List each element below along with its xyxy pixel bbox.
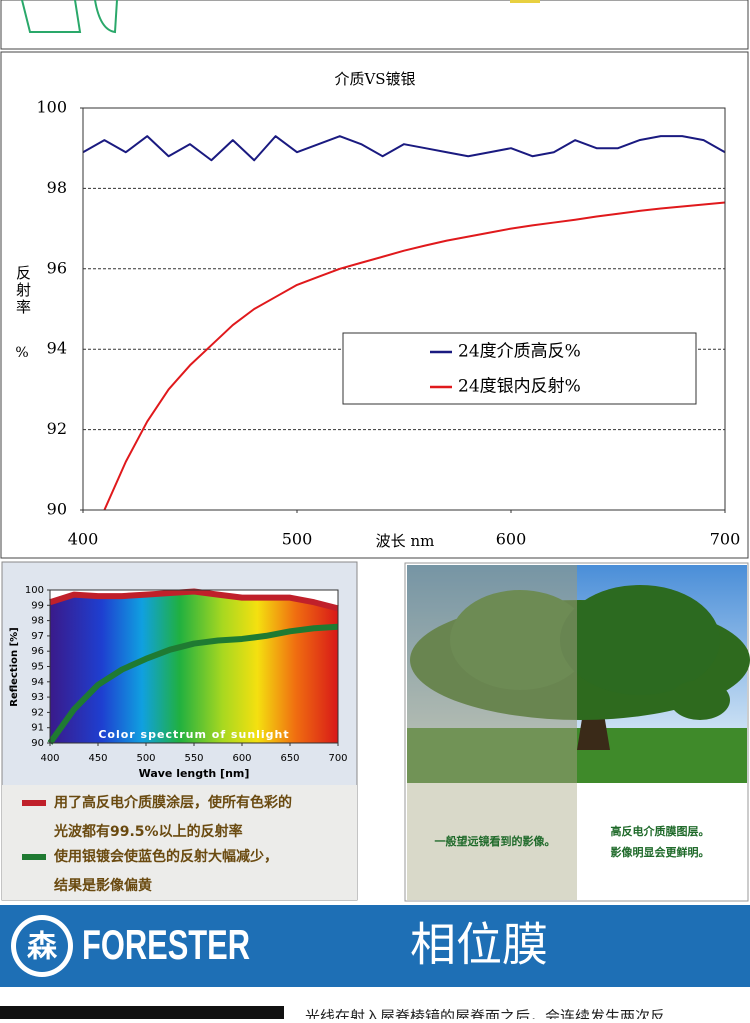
- footer-text: 光线在射入屋脊棱镜的屋脊面之后，会连续发生两次反: [305, 1008, 665, 1020]
- y-tick-label: 97: [31, 631, 44, 642]
- annotation: Color spectrum of sunlight: [98, 728, 289, 741]
- x-tick-label: 400: [40, 753, 59, 764]
- x-axis-label: Wave length [nm]: [139, 767, 250, 780]
- series-line: [103, 201, 726, 511]
- logo: [16, 920, 68, 972]
- plot-border: [82, 107, 726, 511]
- chart-frame: [0, 51, 749, 559]
- x-tick-label: 500: [136, 753, 155, 764]
- y-tick-label: 92: [31, 707, 44, 718]
- note-swatch: [22, 854, 46, 860]
- plot-border: [49, 589, 339, 744]
- x-tick-label: 700: [328, 753, 347, 764]
- y-tick-label: 99: [31, 600, 44, 611]
- banner: [0, 905, 750, 987]
- series-line: [49, 588, 339, 612]
- brand: FORESTER: [82, 921, 250, 968]
- x-tick-label: 400: [68, 530, 99, 549]
- notes-panel: [2, 785, 357, 900]
- y-tick-label: 90: [31, 738, 44, 749]
- logo-text: 森: [27, 930, 58, 965]
- y-tick-label: 95: [31, 662, 44, 673]
- y-tick-label: 96: [47, 258, 67, 277]
- top-decoration: [510, 0, 540, 3]
- chart-title: 介质VS镀银: [334, 70, 415, 88]
- y-tick-label: 100: [36, 98, 67, 117]
- x-tick-label: 500: [282, 530, 313, 549]
- note-text: 用了高反电介质膜涂层，使所有色彩的: [54, 794, 292, 811]
- note-text: 结果是影像偏黄: [54, 877, 152, 894]
- y-tick-label: 96: [31, 646, 44, 657]
- y-axis-label-text: 反射率: [14, 265, 32, 316]
- x-axis-label: 波长 nm: [376, 532, 435, 550]
- photo-caption: 高反电介质膜图层。: [611, 824, 710, 838]
- note-text: 光波都有99.5%以上的反射率: [53, 823, 243, 840]
- x-tick-label: 700: [710, 530, 741, 549]
- x-tick-label: 650: [280, 753, 299, 764]
- footer-bar: [0, 1006, 284, 1019]
- photo-caption: 影像明显会更鲜明。: [611, 845, 710, 859]
- x-tick-label: 600: [496, 530, 527, 549]
- legend-box: [342, 332, 697, 405]
- legend-label: 24度银内反射%: [458, 377, 581, 397]
- series-line: [47, 623, 339, 745]
- y-tick-label: 91: [31, 723, 44, 734]
- y-axis-label: 反射率: [14, 265, 32, 316]
- series-line: [82, 135, 726, 162]
- banner-title: 相位膜: [410, 918, 548, 972]
- x-tick-label: 600: [232, 753, 251, 764]
- y-tick-label: 94: [31, 677, 44, 688]
- y-tick-label: 93: [31, 692, 44, 703]
- top-decoration: [21, 0, 118, 34]
- note-text: 使用银镀会使蓝色的反射大幅减少，: [53, 848, 278, 865]
- y-tick-label: 98: [47, 178, 67, 197]
- y-tick-label: 98: [31, 616, 44, 627]
- y-axis-unit: %: [15, 345, 28, 361]
- photo: [404, 562, 750, 902]
- x-tick-label: 550: [184, 753, 203, 764]
- y-tick-label: 94: [47, 339, 67, 358]
- x-tick-label: 450: [88, 753, 107, 764]
- y-tick-label: 100: [25, 585, 44, 596]
- photo-caption: 一般望远镜看到的影像。: [435, 834, 556, 848]
- spectrum-area: [50, 591, 338, 743]
- y-tick-label: 90: [47, 500, 67, 519]
- y-tick-label: 92: [47, 419, 67, 438]
- legend-label: 24度介质高反%: [458, 342, 581, 362]
- top-strip: [0, 0, 749, 50]
- note-swatch: [22, 800, 46, 806]
- y-axis-label: Reflection [%]: [9, 627, 20, 706]
